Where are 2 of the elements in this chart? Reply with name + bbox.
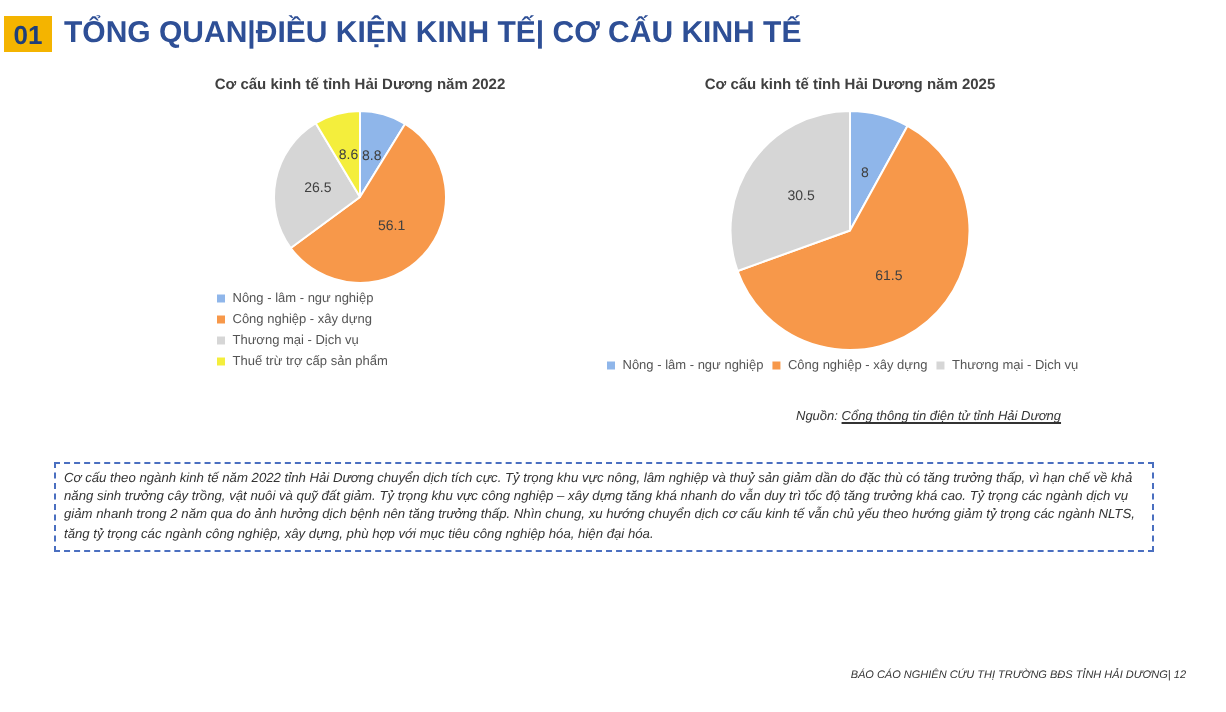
text: TỔNG QUAN|ĐIỀU KIỆN KINH TẾ| CƠ CẤU KINH TẾ <box>64 16 802 50</box>
text: 01 <box>4 16 52 52</box>
